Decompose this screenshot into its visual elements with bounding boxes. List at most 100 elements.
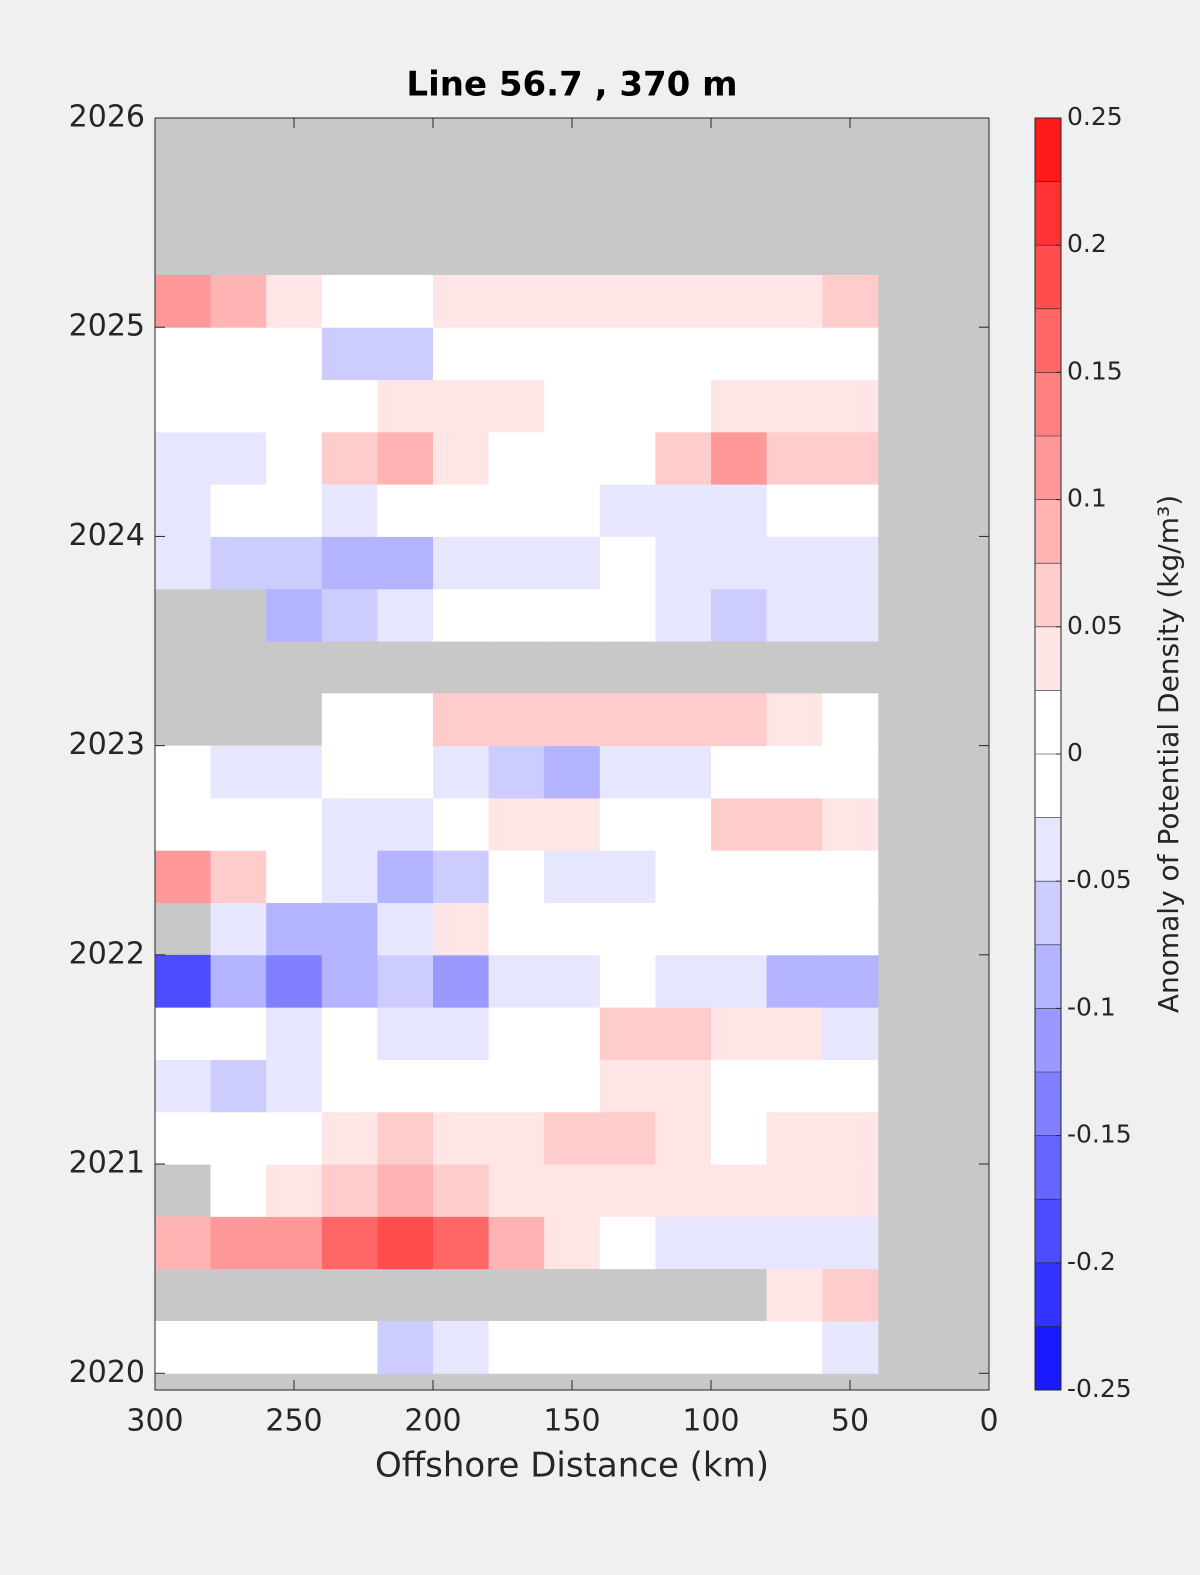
contour-cell xyxy=(488,327,545,381)
colorbar-tick-label: 0.1 xyxy=(1067,484,1107,513)
contour-cell xyxy=(266,536,323,590)
contour-cell xyxy=(321,1059,378,1113)
y-tick-label: 2020 xyxy=(69,1355,145,1390)
contour-cell xyxy=(766,1007,823,1060)
contour-cell xyxy=(599,379,656,433)
contour-cell xyxy=(544,379,601,433)
contour-cell xyxy=(766,850,823,904)
contour-cell xyxy=(544,274,601,328)
contour-cell xyxy=(766,536,823,590)
colorbar-tick-label: 0.25 xyxy=(1067,102,1123,131)
contour-cell xyxy=(266,1216,323,1270)
contour-cell xyxy=(655,536,712,590)
contour-cell xyxy=(822,1268,879,1322)
contour-cell xyxy=(544,1059,601,1113)
colorbar-tick-label: -0.1 xyxy=(1067,992,1116,1021)
contour-cell xyxy=(321,902,378,956)
contour-cell xyxy=(488,902,545,956)
contour-cell xyxy=(766,327,823,381)
contour-cell xyxy=(822,693,879,747)
contour-cell xyxy=(822,954,879,1008)
contour-cell xyxy=(822,327,879,381)
contour-cell xyxy=(155,850,212,904)
contour-cell xyxy=(433,902,490,956)
contour-cell xyxy=(377,902,434,956)
contour-cell xyxy=(544,693,601,747)
contour-cell xyxy=(488,1059,545,1113)
contour-cell xyxy=(655,1007,712,1060)
contour-cell xyxy=(377,274,434,328)
contour-cell xyxy=(266,379,323,433)
contour-cell xyxy=(599,850,656,904)
contour-cell xyxy=(155,797,212,851)
contour-cell xyxy=(655,902,712,956)
contour-cell xyxy=(711,902,768,956)
contour-cell xyxy=(766,954,823,1008)
colorbar-bin xyxy=(1035,245,1061,309)
contour-cell xyxy=(433,484,490,537)
contour-cell xyxy=(321,274,378,328)
contour-cell xyxy=(488,1007,545,1060)
y-tick-label: 2021 xyxy=(69,1146,145,1181)
contour-cell xyxy=(266,1111,323,1165)
contour-cell xyxy=(822,745,879,799)
contour-cell xyxy=(210,274,267,328)
contour-cell xyxy=(766,693,823,747)
contour-cell xyxy=(599,1059,656,1113)
y-tick-label: 2024 xyxy=(69,518,145,553)
contour-cell xyxy=(766,484,823,537)
contour-cell xyxy=(321,850,378,904)
contour-cell xyxy=(377,954,434,1008)
contour-cell xyxy=(488,1111,545,1165)
contour-cell xyxy=(321,327,378,381)
contour-cell xyxy=(655,1111,712,1165)
contour-cell xyxy=(210,1164,267,1217)
contour-cell xyxy=(210,484,267,537)
contour-cell xyxy=(266,484,323,537)
colorbar-bin xyxy=(1035,754,1061,818)
x-tick-label: 50 xyxy=(831,1404,869,1439)
contour-cell xyxy=(155,536,212,590)
contour-cell xyxy=(377,1059,434,1113)
contour-cell xyxy=(711,536,768,590)
contour-cell xyxy=(655,1320,712,1374)
contour-cell xyxy=(266,902,323,956)
contour-cell xyxy=(766,431,823,485)
contour-cell xyxy=(711,1007,768,1060)
colorbar-tick-label: -0.05 xyxy=(1067,865,1132,894)
contour-cell xyxy=(321,797,378,851)
colorbar-bin xyxy=(1035,817,1061,882)
contour-cell xyxy=(210,536,267,590)
contour-cell xyxy=(544,484,601,537)
contour-cell xyxy=(711,431,768,485)
contour-cell xyxy=(433,1111,490,1165)
contour-cell xyxy=(711,274,768,328)
contour-cell xyxy=(544,902,601,956)
contour-cell xyxy=(433,327,490,381)
contour-cell xyxy=(599,902,656,956)
contour-cell xyxy=(266,1059,323,1113)
contour-cell xyxy=(822,431,879,485)
contour-cell xyxy=(377,745,434,799)
contour-cell xyxy=(155,274,212,328)
colorbar-bin xyxy=(1035,308,1061,373)
contour-cell xyxy=(544,850,601,904)
contour-cell xyxy=(822,1216,879,1270)
contour-cell xyxy=(155,954,212,1008)
contour-cell xyxy=(711,1059,768,1113)
contour-cell xyxy=(488,379,545,433)
contour-cell xyxy=(766,797,823,851)
contour-cell xyxy=(266,1007,323,1060)
contour-cell xyxy=(544,797,601,851)
colorbar-bin xyxy=(1035,1072,1061,1136)
contour-cell xyxy=(321,1007,378,1060)
contour-cell xyxy=(488,1164,545,1217)
contour-cell xyxy=(544,431,601,485)
x-tick-label: 150 xyxy=(543,1404,600,1439)
contour-cell xyxy=(655,484,712,537)
x-tick-label: 200 xyxy=(404,1404,461,1439)
contour-cell xyxy=(544,1164,601,1217)
colorbar-label: Anomaly of Potential Density (kg/m³) xyxy=(1152,495,1185,1013)
contour-cell xyxy=(266,954,323,1008)
contour-cell xyxy=(266,327,323,381)
